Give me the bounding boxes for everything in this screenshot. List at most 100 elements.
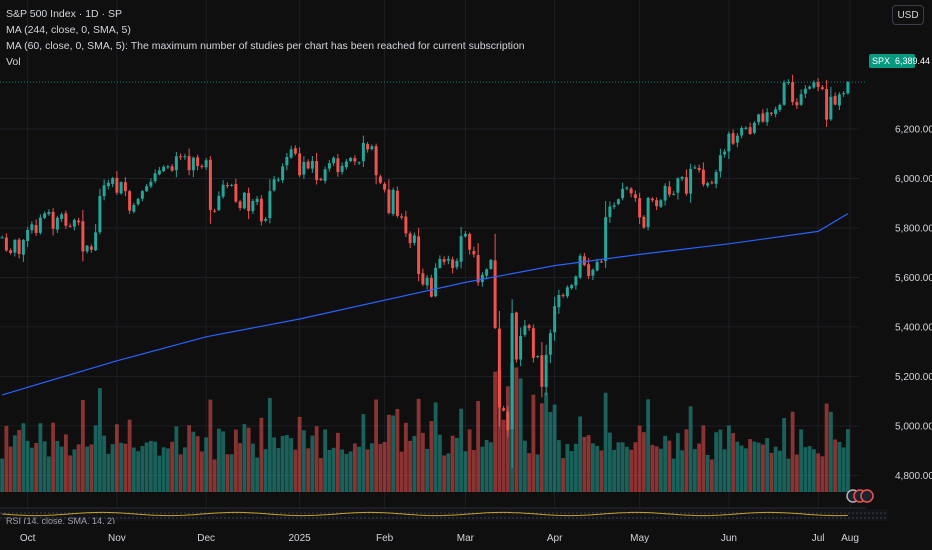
volume-bar <box>29 447 34 492</box>
candle-body <box>298 153 302 176</box>
volume-bar <box>221 431 226 492</box>
candle-body <box>621 188 625 199</box>
volume-bar <box>603 392 608 492</box>
legend-volume[interactable]: Vol <box>6 56 21 68</box>
candle-body <box>179 156 183 158</box>
volume-bar <box>178 454 183 492</box>
candle-body <box>4 237 8 251</box>
candle-body <box>255 198 259 202</box>
candle-body <box>366 144 370 150</box>
volume-bar <box>684 429 689 492</box>
volume-bar <box>637 425 642 492</box>
volume-bar <box>344 453 349 492</box>
volume-bar <box>335 432 340 492</box>
legend-ma-244[interactable]: MA (244, close, 0, SMA, 5) <box>6 24 131 36</box>
event-markers[interactable] <box>846 489 874 503</box>
candle-body <box>412 235 416 243</box>
candle-body <box>680 177 684 179</box>
volume-bar <box>267 397 272 492</box>
candle-body <box>327 163 331 169</box>
legend-title[interactable]: S&P 500 Index · 1D · SP <box>6 8 122 20</box>
volume-bar <box>454 437 459 492</box>
candle-body <box>642 216 646 228</box>
candle-body <box>140 191 144 199</box>
candle-body <box>778 105 782 110</box>
volume-bar <box>85 446 90 492</box>
volume-bar <box>803 447 808 492</box>
candle-body <box>68 225 72 227</box>
candle-body <box>289 149 293 158</box>
candle-body <box>336 158 340 173</box>
volume-bar <box>739 445 744 492</box>
volume-bar <box>289 438 294 492</box>
candle-body <box>540 355 544 387</box>
volume-bar <box>612 449 617 492</box>
candle-body <box>123 182 127 192</box>
price-tick-label: 4,800.00 <box>895 471 932 482</box>
price-axis[interactable]: 6,200.00 6,000.00 5,800.00 5,600.00 5,400.00… <box>895 125 932 482</box>
volume-bar <box>59 446 64 492</box>
candle-body <box>672 193 676 195</box>
candle-body <box>625 187 629 189</box>
volume-bar <box>21 423 26 492</box>
volume-bar <box>51 422 56 492</box>
candle-body <box>387 189 391 213</box>
volume-bar <box>157 455 162 492</box>
volume-bar <box>688 406 693 492</box>
volume-bar <box>505 386 510 492</box>
candle-body <box>340 165 344 172</box>
candle-body <box>604 217 608 262</box>
candle-body <box>0 237 4 239</box>
candle-body <box>650 198 654 201</box>
volume-bar <box>34 442 39 492</box>
candle-body <box>276 179 280 181</box>
volume-bar <box>216 428 221 492</box>
volume-bar <box>212 459 217 492</box>
candle-body <box>111 178 115 184</box>
volume-bar <box>80 399 85 492</box>
candle-body <box>408 233 412 244</box>
legend-ma-60[interactable]: MA (60, close, 0, SMA, 5): The maximum n… <box>6 40 525 52</box>
candle-body <box>735 135 739 143</box>
currency-button[interactable]: USD <box>892 5 924 25</box>
candle-body <box>225 185 229 187</box>
time-axis[interactable]: Oct Nov Dec 2025 Feb Mar Apr May Jun Jul Aug <box>20 533 859 544</box>
candle-body <box>744 127 748 129</box>
volume-bar <box>590 443 595 492</box>
price-tick-label: 5,000.00 <box>895 421 932 432</box>
volume-bar <box>25 440 30 492</box>
volume-bar <box>480 446 485 492</box>
volume-bar <box>446 453 451 492</box>
candle-body <box>536 356 540 358</box>
volume-bar <box>89 444 94 492</box>
candle-body <box>646 197 650 228</box>
volume-bar <box>552 404 557 492</box>
volume-bar <box>225 454 230 492</box>
candle-body <box>676 178 680 193</box>
volume-bar <box>680 450 685 492</box>
candle-body <box>570 285 574 289</box>
volume-bar <box>841 447 846 492</box>
volume-bar <box>4 425 9 492</box>
candle-body <box>476 255 480 283</box>
volume-bar <box>565 443 570 492</box>
candle-body <box>446 258 450 261</box>
time-tick-label: Dec <box>197 533 215 544</box>
volume-bar <box>76 444 81 492</box>
volume-bar <box>633 442 638 492</box>
volume-bar <box>773 446 778 492</box>
volume-bar <box>378 443 383 492</box>
volume-bar <box>731 433 736 492</box>
candle-body <box>191 157 195 171</box>
volume-bar <box>709 459 714 492</box>
candle-body <box>489 259 493 269</box>
volume-bar <box>114 424 119 492</box>
candle-body <box>51 211 55 229</box>
candle-body <box>417 236 421 274</box>
candle-body <box>89 246 93 250</box>
rsi-legend[interactable]: RSI (14, close, SMA, 14, 2) <box>6 516 116 524</box>
candle-body <box>30 224 34 231</box>
candle-body <box>833 96 837 105</box>
candle-body <box>638 198 642 218</box>
